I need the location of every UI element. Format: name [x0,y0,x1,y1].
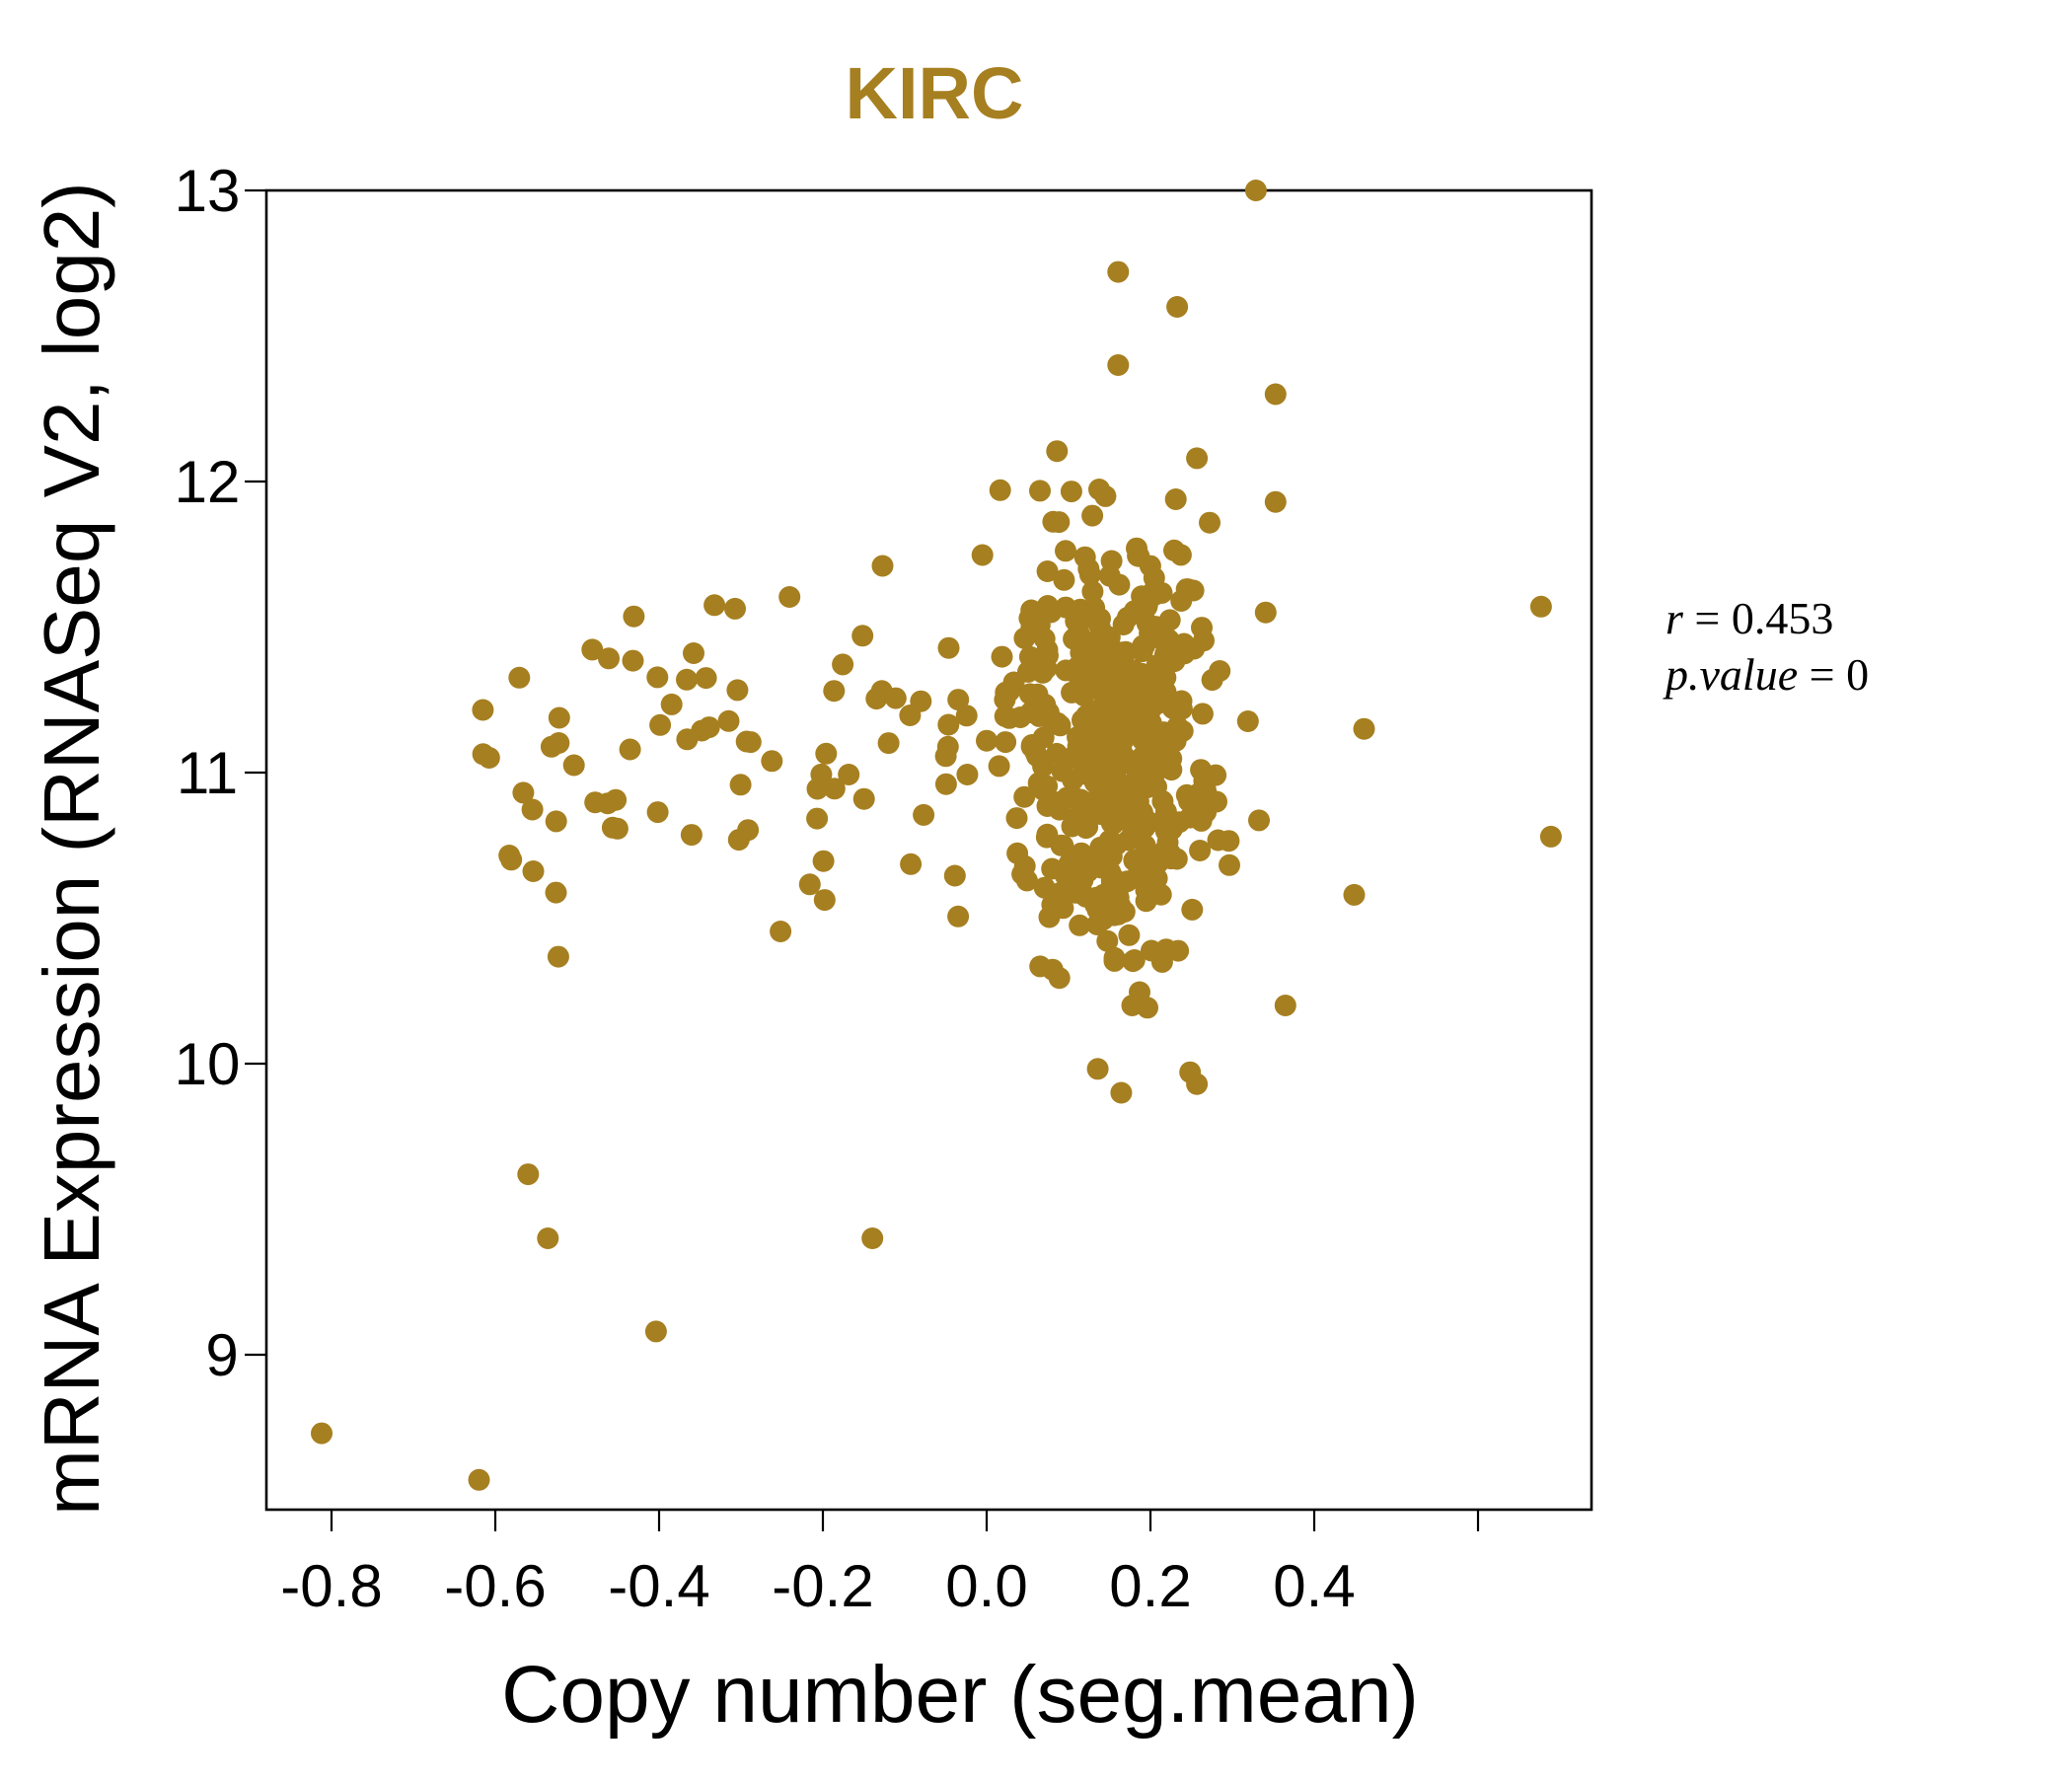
svg-text:r = 0.453: r = 0.453 [1665,593,1833,643]
svg-text:9: 9 [205,1322,238,1388]
svg-text:11: 11 [177,740,238,806]
svg-text:KIRC: KIRC [846,52,1024,134]
svg-text:p.value = 0: p.value = 0 [1663,649,1869,700]
svg-text:12: 12 [175,449,241,515]
svg-text:-0.4: -0.4 [608,1553,709,1619]
svg-text:0.0: 0.0 [945,1553,1027,1619]
svg-text:mRNA Expression (RNASeq V2, lo: mRNA Expression (RNASeq V2, log2) [28,182,115,1516]
svg-text:-0.6: -0.6 [444,1553,546,1619]
svg-text:0.4: 0.4 [1273,1553,1355,1619]
svg-text:10: 10 [175,1031,241,1097]
svg-text:13: 13 [175,158,241,224]
svg-text:Copy number (seg.mean): Copy number (seg.mean) [501,1650,1419,1740]
svg-text:-0.8: -0.8 [280,1553,382,1619]
svg-text:0.2: 0.2 [1109,1553,1191,1619]
svg-text:-0.2: -0.2 [772,1553,873,1619]
